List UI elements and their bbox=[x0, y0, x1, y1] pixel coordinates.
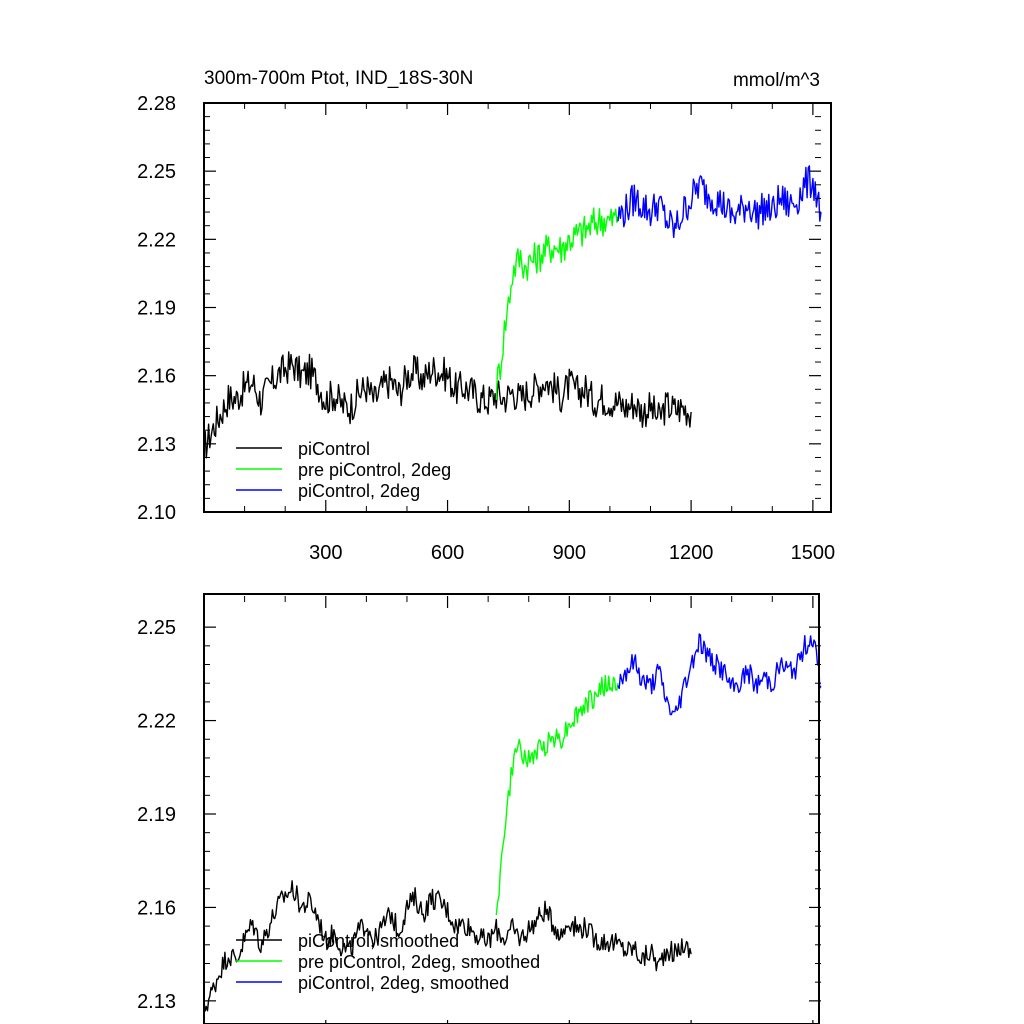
series-layer-bottom bbox=[203, 633, 822, 1012]
series-line-picontrol bbox=[203, 351, 692, 459]
x-tick-label: 300 bbox=[309, 542, 342, 564]
panel-bottom: 2.13 2.16 2.19 2.22 2.25 piControl, smoothed… bbox=[137, 593, 822, 1024]
y-tick-label: 2.13 bbox=[137, 434, 176, 456]
legend: piControl pre piControl, 2deg piControl,… bbox=[236, 439, 451, 501]
y-tick-label: 2.16 bbox=[137, 897, 176, 919]
x-tick-label: 900 bbox=[553, 542, 586, 564]
x-tick-label: 1200 bbox=[669, 542, 714, 564]
series-line-pre-picontrol-2deg-smoothed bbox=[495, 674, 619, 916]
ticks-layer-top: 2.10 2.13 2.16 2.19 2.22 2.25 2.28 300 600 900 120… bbox=[137, 93, 835, 564]
y-tick-label: 2.28 bbox=[137, 93, 176, 115]
series-line-picontrol-smoothed bbox=[203, 880, 692, 1012]
legend-label-picontrol-2deg: piControl, 2deg bbox=[298, 481, 420, 501]
y-tick-label: 2.25 bbox=[137, 617, 176, 639]
legend: piControl, smoothed pre piControl, 2deg,… bbox=[236, 931, 540, 993]
y-tick-label: 2.13 bbox=[137, 991, 176, 1013]
y-tick-label: 2.22 bbox=[137, 711, 176, 733]
y-tick-label: 2.10 bbox=[137, 502, 176, 524]
chart-title: 300m-700m Ptot, IND_18S-30N bbox=[204, 68, 473, 89]
y-tick-label: 2.22 bbox=[137, 229, 176, 251]
legend-label-picontrol-smoothed: piControl, smoothed bbox=[298, 931, 459, 951]
y-tick-label: 2.19 bbox=[137, 804, 176, 826]
y-tick-label: 2.16 bbox=[137, 366, 176, 388]
y-tick-label: 2.25 bbox=[137, 161, 176, 183]
series-line-pre-picontrol-2deg bbox=[495, 207, 619, 400]
legend-label-pre-picontrol-2deg: pre piControl, 2deg bbox=[298, 460, 451, 480]
units-label: mmol/m^3 bbox=[733, 70, 820, 91]
x-tick-label: 1500 bbox=[791, 542, 836, 564]
y-tick-label: 2.19 bbox=[137, 298, 176, 320]
series-layer-top bbox=[203, 165, 822, 459]
legend-label-pre-picontrol-2deg-smoothed: pre piControl, 2deg, smoothed bbox=[298, 952, 540, 972]
series-line-picontrol-2deg-smoothed bbox=[617, 633, 822, 716]
legend-label-picontrol: piControl bbox=[298, 439, 370, 459]
ticks-layer-bottom: 2.13 2.16 2.19 2.22 2.25 bbox=[137, 596, 821, 1024]
series-line-picontrol-2deg bbox=[617, 165, 822, 239]
panel-top: 2.10 2.13 2.16 2.19 2.22 2.25 2.28 300 600 900 120… bbox=[137, 68, 835, 564]
x-tick-label: 600 bbox=[431, 542, 464, 564]
legend-label-picontrol-2deg-smoothed: piControl, 2deg, smoothed bbox=[298, 973, 509, 993]
plot-frame bbox=[203, 593, 820, 1024]
